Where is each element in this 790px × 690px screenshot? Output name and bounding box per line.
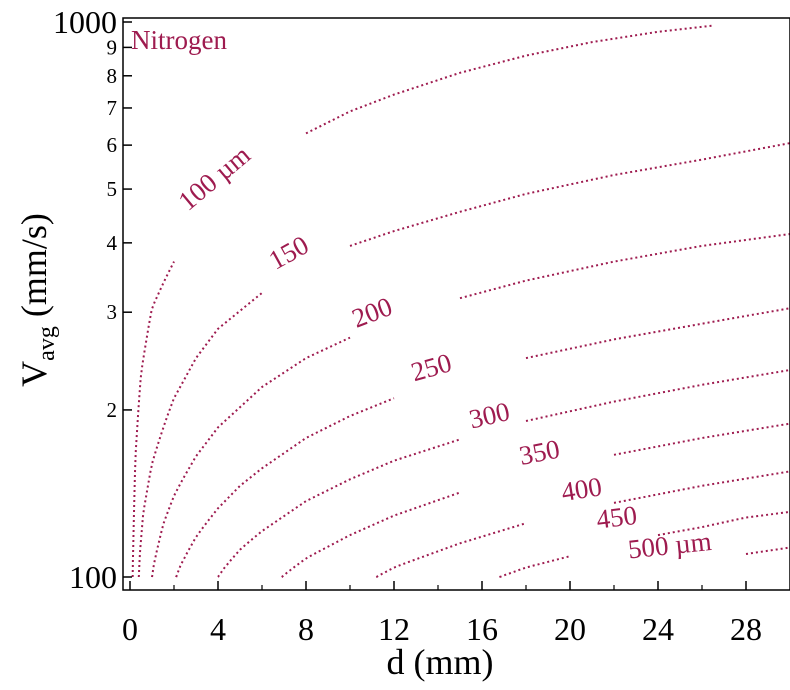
series-line [498, 555, 571, 578]
y-tick-label: 6 [107, 133, 118, 157]
series-line [375, 522, 527, 578]
y-axis-label-unit: (mm/s) [14, 213, 54, 326]
y-tick-label: 4 [107, 231, 118, 255]
y-tick-label: 3 [107, 300, 118, 324]
x-axis-label: d (mm) [387, 642, 494, 682]
x-tick-label: 4 [210, 611, 226, 647]
series-line [151, 336, 351, 578]
y-axis-label-main: V [14, 361, 54, 387]
y-tick-label: 7 [107, 96, 118, 120]
y-tick-label: 1000 [53, 4, 117, 40]
x-tick-label: 8 [298, 611, 314, 647]
series-line [525, 369, 790, 422]
series-label: 450 [595, 500, 639, 535]
y-axis-label: Vavg (mm/s) [14, 213, 60, 387]
y-axis-label-subscript: avg [34, 326, 60, 361]
x-tick-label: 16 [466, 611, 498, 647]
series-line [175, 397, 395, 578]
nitrogen-annotation: Nitrogen [131, 25, 227, 55]
x-tick-label: 28 [730, 611, 762, 647]
y-tick-label: 8 [107, 64, 118, 88]
y-tick-label: 2 [107, 398, 118, 422]
series-line [217, 438, 461, 578]
series-label: 400 [559, 471, 604, 507]
y-tick-label: 9 [107, 35, 118, 59]
series-line [131, 261, 175, 577]
x-tick-label: 20 [554, 611, 586, 647]
x-tick-label: 12 [378, 611, 410, 647]
x-tick-label: 0 [122, 611, 138, 647]
y-tick-label: 5 [107, 177, 118, 201]
series-line [657, 510, 790, 537]
series-line [137, 292, 263, 577]
series-line [459, 233, 790, 300]
plot-frame [122, 17, 790, 591]
y-tick-label: 100 [69, 559, 117, 595]
series-line [281, 491, 461, 578]
curves-layer [131, 24, 790, 578]
series-line [349, 142, 790, 247]
x-tick-label: 24 [642, 611, 674, 647]
